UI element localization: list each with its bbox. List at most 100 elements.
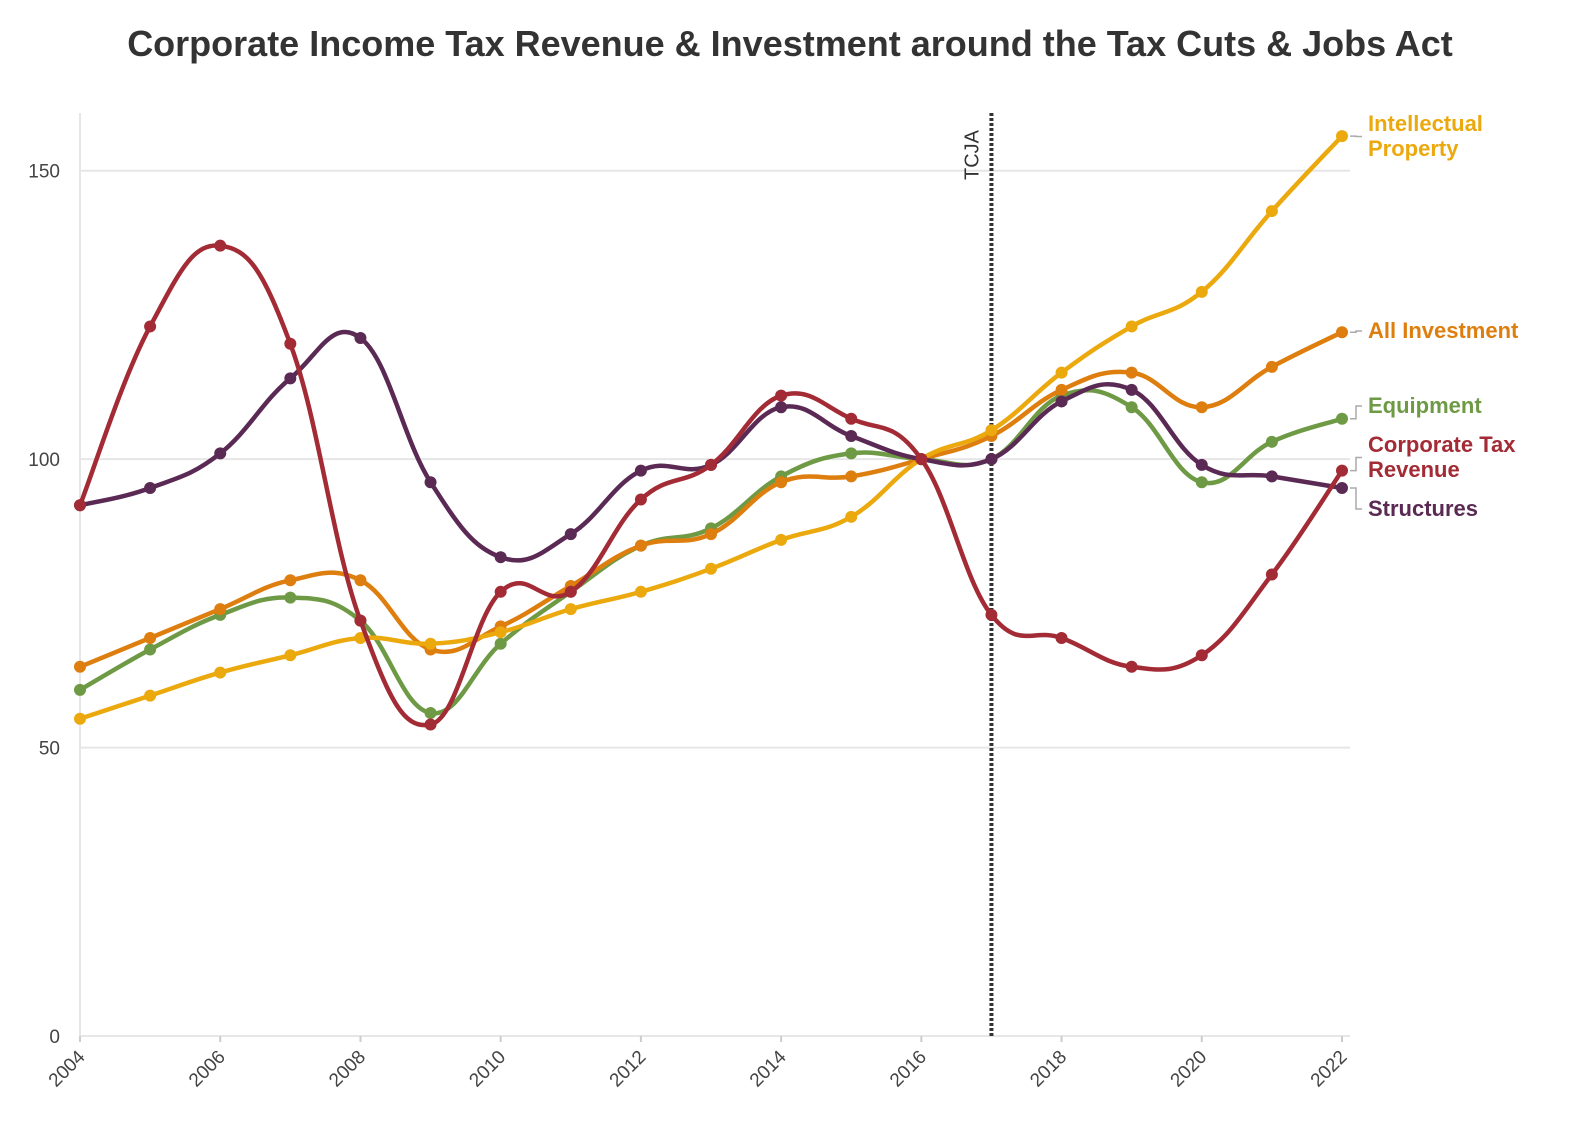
point-structures-2019	[1125, 383, 1138, 396]
y-tick-label-50: 50	[39, 739, 60, 760]
point-equipment-2005	[144, 643, 157, 656]
series-label-corporate-tax-revenue-line-1: Corporate Tax	[1368, 432, 1516, 457]
point-corporate-tax-revenue-2019	[1125, 660, 1138, 673]
point-all-investment-2015	[845, 470, 858, 483]
label-connector-corporate-tax-revenue	[1350, 456, 1362, 472]
point-structures-2009	[424, 476, 437, 489]
point-corporate-tax-revenue-2012	[634, 493, 647, 506]
point-structures-2018	[1055, 395, 1068, 408]
series-label-intellectual-property-line-1: Intellectual	[1368, 111, 1483, 136]
series-labels: Equipment All Investment IntellectualPrope…	[1350, 111, 1519, 521]
point-structures-2011	[564, 528, 577, 541]
x-tick-label-2008: 2008	[325, 1047, 370, 1092]
point-structures-2015	[845, 430, 858, 443]
point-structures-2008	[354, 331, 367, 344]
point-intellectual-property-2018	[1055, 366, 1068, 379]
point-structures-2006	[214, 447, 227, 460]
point-structures-2020	[1195, 458, 1208, 471]
point-intellectual-property-2012	[634, 585, 647, 598]
point-intellectual-property-2007	[284, 649, 297, 662]
point-all-investment-2008	[354, 574, 367, 587]
axes: 0 50 100 150 2004 2006 2008 2010 2012 2014 2016 201…	[28, 113, 1352, 1092]
point-all-investment-2021	[1265, 360, 1278, 373]
point-all-investment-2018	[1055, 383, 1068, 396]
point-structures-2012	[634, 464, 647, 477]
point-corporate-tax-revenue-2021	[1265, 568, 1278, 581]
point-intellectual-property-2022	[1336, 130, 1348, 143]
point-equipment-2022	[1336, 412, 1348, 425]
point-corporate-tax-revenue-2007	[284, 337, 297, 350]
point-equipment-2021	[1265, 435, 1278, 448]
point-intellectual-property-2010	[494, 626, 507, 639]
point-intellectual-property-2006	[214, 666, 227, 679]
point-all-investment-2005	[144, 631, 157, 644]
x-tick-label-2004: 2004	[45, 1046, 90, 1091]
tcja-label: TCJA	[961, 129, 983, 180]
series-label-all-investment: All Investment	[1368, 318, 1519, 343]
point-corporate-tax-revenue-2005	[144, 320, 157, 333]
series-line-all-investment	[77, 329, 1345, 670]
point-corporate-tax-revenue-2017	[985, 608, 998, 621]
point-intellectual-property-2011	[564, 603, 577, 616]
point-corporate-tax-revenue-2006	[214, 239, 227, 252]
point-structures-2017	[985, 453, 998, 466]
point-structures-2007	[284, 372, 297, 385]
point-intellectual-property-2014	[775, 533, 788, 546]
point-corporate-tax-revenue-2013	[705, 458, 717, 471]
series-line-equipment	[77, 387, 1345, 716]
point-corporate-tax-revenue-2020	[1195, 649, 1208, 662]
point-equipment-2007	[284, 591, 297, 604]
point-equipment-2010	[494, 637, 507, 650]
x-tick-label-2014: 2014	[746, 1046, 791, 1091]
series-intellectual-property	[74, 130, 1348, 725]
series-line-corporate-tax-revenue	[77, 243, 1345, 728]
y-tick-label-100: 100	[28, 450, 60, 471]
x-tick-label-2022: 2022	[1307, 1047, 1352, 1092]
point-all-investment-2012	[634, 539, 647, 552]
point-all-investment-2007	[284, 574, 297, 587]
point-corporate-tax-revenue-2004	[74, 499, 86, 512]
label-connector-equipment	[1350, 405, 1362, 420]
x-tick-label-2020: 2020	[1167, 1047, 1212, 1092]
x-tick-label-2012: 2012	[606, 1047, 651, 1092]
x-tick-label-2016: 2016	[886, 1047, 931, 1092]
point-structures-2010	[494, 551, 507, 564]
point-intellectual-property-2019	[1125, 320, 1138, 333]
x-tick-label-2018: 2018	[1026, 1047, 1071, 1092]
point-intellectual-property-2005	[144, 689, 157, 702]
series	[74, 130, 1348, 731]
chart-title: Corporate Income Tax Revenue & Investmen…	[127, 23, 1453, 64]
y-tick-label-0: 0	[49, 1027, 60, 1048]
point-intellectual-property-2009	[424, 637, 437, 650]
point-intellectual-property-2004	[74, 712, 86, 725]
point-corporate-tax-revenue-2009	[424, 718, 437, 731]
point-corporate-tax-revenue-2010	[494, 585, 507, 598]
point-intellectual-property-2013	[705, 562, 717, 575]
point-intellectual-property-2020	[1195, 285, 1208, 298]
point-equipment-2020	[1195, 476, 1208, 489]
point-equipment-2019	[1125, 401, 1138, 414]
series-all-investment	[74, 326, 1348, 673]
point-all-investment-2019	[1125, 366, 1138, 379]
point-all-investment-2022	[1336, 326, 1348, 339]
point-corporate-tax-revenue-2015	[845, 412, 858, 425]
point-corporate-tax-revenue-2016	[915, 453, 928, 466]
series-label-corporate-tax-revenue-line-2: Revenue	[1368, 457, 1460, 482]
point-all-investment-2004	[74, 660, 86, 673]
point-intellectual-property-2017	[985, 424, 998, 437]
label-connector-structures	[1350, 487, 1362, 510]
point-equipment-2009	[424, 706, 437, 719]
point-structures-2021	[1265, 470, 1278, 483]
point-corporate-tax-revenue-2011	[564, 585, 577, 598]
point-structures-2022	[1336, 481, 1348, 494]
point-corporate-tax-revenue-2014	[775, 389, 788, 402]
point-all-investment-2014	[775, 476, 788, 489]
series-corporate-tax-revenue	[74, 239, 1348, 731]
y-tick-label-150: 150	[28, 162, 60, 183]
x-tick-label-2010: 2010	[465, 1047, 510, 1092]
annotations: TCJA	[961, 113, 994, 1036]
point-equipment-2015	[845, 447, 858, 460]
point-equipment-2004	[74, 683, 86, 696]
point-corporate-tax-revenue-2018	[1055, 631, 1068, 644]
